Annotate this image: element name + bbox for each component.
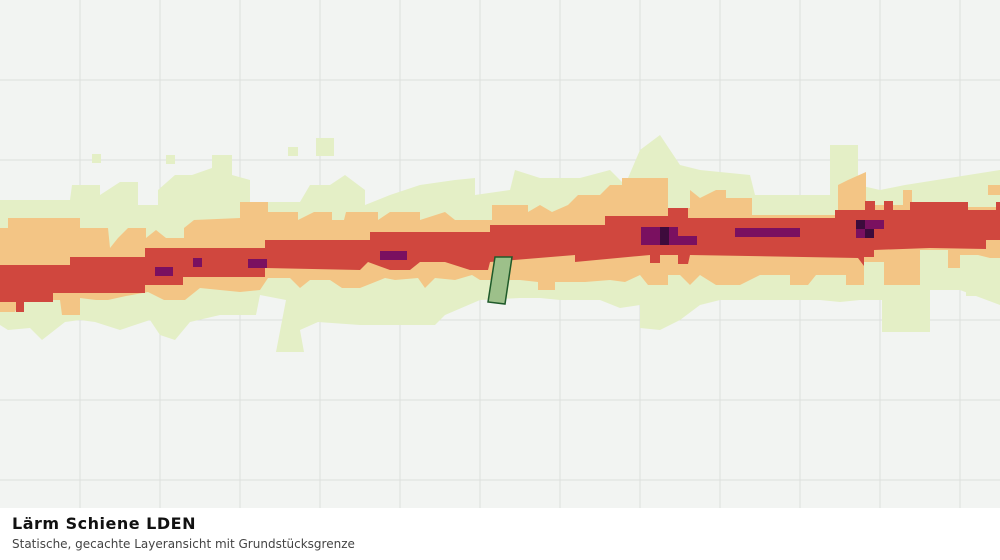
noise-patch xyxy=(380,251,407,260)
noise-patch xyxy=(193,258,202,267)
parcel-boundary xyxy=(487,256,513,305)
noise-patch xyxy=(856,220,865,229)
map-canvas xyxy=(0,0,1000,508)
noise-patch xyxy=(660,227,669,245)
layer-subtitle: Statische, gecachte Layeransicht mit Gru… xyxy=(12,537,355,551)
noise-patch xyxy=(966,286,976,296)
noise-patch xyxy=(248,259,267,268)
noise-zone-extreme xyxy=(660,220,874,245)
caption-panel: Lärm Schiene LDEN Statische, gecachte La… xyxy=(0,508,1000,560)
noise-patch xyxy=(92,154,101,163)
noise-patch xyxy=(865,229,874,238)
noise-patch xyxy=(288,147,298,156)
noise-patch xyxy=(316,138,334,156)
layer-title: Lärm Schiene LDEN xyxy=(12,514,196,533)
noise-patch xyxy=(668,236,697,245)
noise-patch xyxy=(735,228,800,237)
noise-patch xyxy=(155,267,173,276)
noise-patch xyxy=(166,155,175,164)
noise-patch xyxy=(856,220,884,229)
